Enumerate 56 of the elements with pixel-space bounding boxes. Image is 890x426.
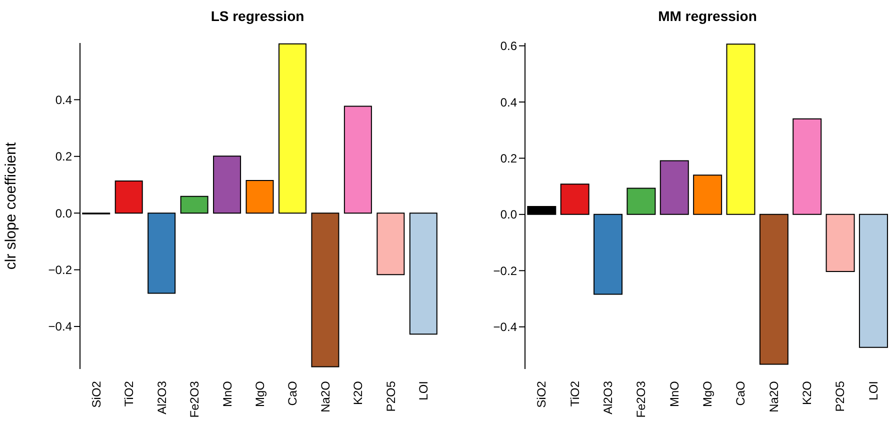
bar	[626, 188, 656, 215]
y-tick-label: 0.2	[55, 150, 72, 164]
y-tick-label: 0.6	[500, 39, 518, 54]
x-tick-label: TiO2	[122, 380, 136, 407]
bar	[311, 212, 340, 368]
x-tick-label: Na2O	[766, 381, 781, 412]
bar	[376, 212, 405, 276]
y-tick-label: −0.4	[48, 320, 72, 334]
x-tick-label: MgO	[700, 381, 714, 408]
bar	[693, 174, 722, 215]
bar	[278, 43, 306, 214]
bar	[660, 160, 689, 215]
y-axis-title: clr slope coefficient	[2, 142, 20, 270]
chart-title: LS regression	[210, 8, 306, 24]
bar	[409, 212, 438, 335]
bar	[246, 180, 274, 214]
x-tick-label: LOI	[416, 381, 431, 400]
y-tick-label: −0.4	[493, 320, 518, 334]
x-tick-label: Al2O3	[600, 380, 615, 414]
y-tick-label: −0.2	[493, 264, 518, 278]
bar	[792, 118, 822, 215]
x-tick-label: Na2O	[318, 381, 332, 412]
x-tick-label: Fe2O3	[634, 380, 648, 418]
bar	[594, 214, 623, 295]
x-tick-label: P2O5	[833, 380, 848, 412]
bar	[344, 106, 372, 214]
x-tick-label: Al2O3	[154, 380, 169, 414]
x-tick-label: MgO	[253, 381, 267, 408]
x-tick-label: CaO	[734, 381, 748, 406]
chart-title: MM regression	[657, 8, 758, 24]
x-tick-label: CaO	[286, 381, 300, 406]
y-tick-label: 0.0	[500, 208, 518, 222]
x-tick-label: K2O	[800, 381, 814, 406]
x-tick-label: Fe2O3	[188, 380, 202, 418]
bar	[726, 44, 756, 215]
bar	[826, 214, 855, 272]
bar	[858, 214, 888, 348]
x-tick-label: MnO	[667, 381, 682, 408]
x-tick-label: SiO2	[89, 380, 104, 408]
y-tick-label: 0.4	[55, 92, 72, 107]
bar	[180, 196, 208, 214]
x-tick-label: K2O	[351, 381, 366, 406]
x-tick-label: LOI	[866, 381, 880, 400]
y-tick-label: 0.2	[500, 151, 518, 166]
x-tick-label: TiO2	[568, 380, 582, 407]
x-tick-label: SiO2	[534, 380, 549, 408]
y-tick-label: −0.2	[48, 263, 72, 278]
bar	[148, 212, 176, 294]
y-tick-label: 0.4	[500, 95, 518, 110]
x-tick-label: P2O5	[384, 380, 398, 412]
y-tick-label: 0.0	[55, 206, 72, 220]
x-tick-label: MnO	[220, 381, 234, 408]
bar	[759, 214, 788, 365]
bar	[114, 180, 143, 214]
bar	[213, 156, 242, 214]
bar	[560, 184, 590, 215]
